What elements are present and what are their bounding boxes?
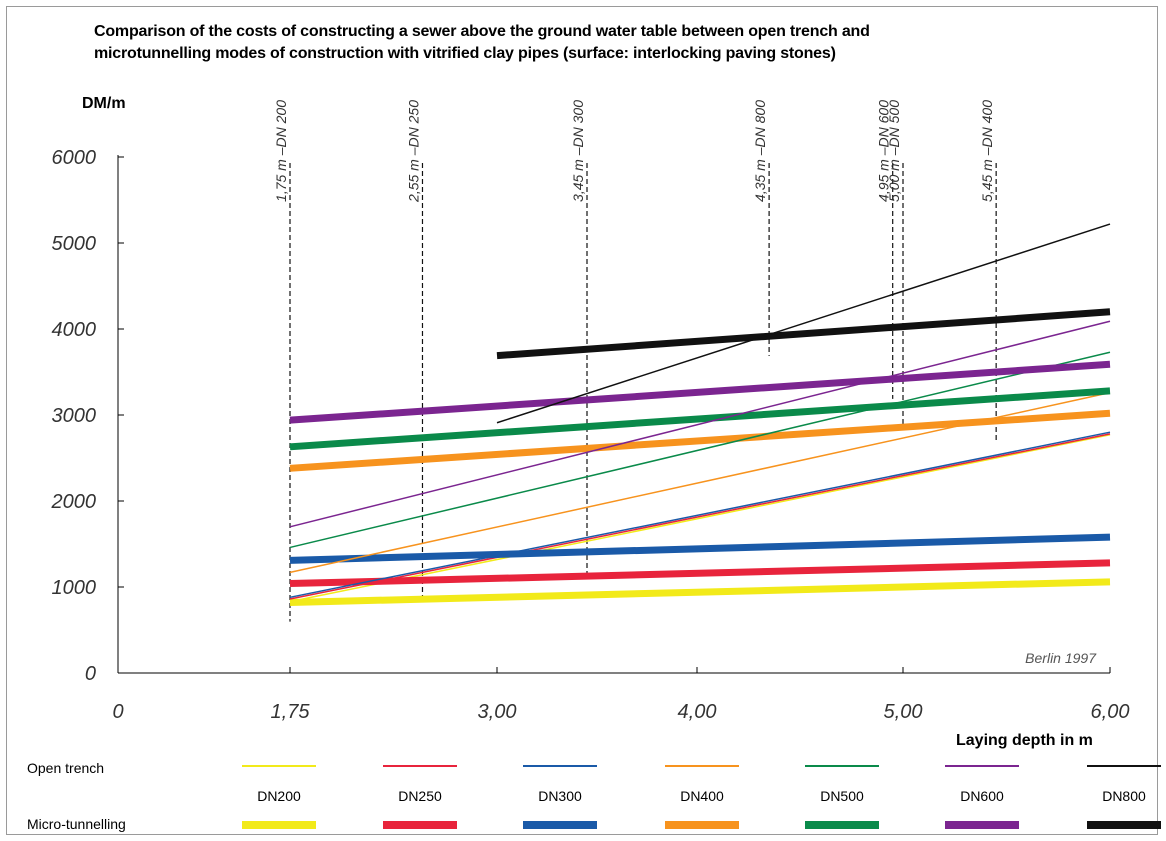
y-tick-label: 5000 [52,233,97,255]
series-layer [289,223,1111,606]
axes-layer: 0 1000 2000 3000 4000 5000 6000 0 1,75 3,00 4,00 5,… [51,147,1130,723]
annotation-berlin-1997: Berlin 1997 [1025,650,1097,666]
breakeven-marker-label: 3,45 m –DN 300 [570,100,586,202]
y-tick-label: 1000 [52,577,97,599]
series-line-open-trench-dn800 [496,223,1111,424]
chart-frame [6,6,1158,835]
breakeven-marker-label: 4,35 m –DN 800 [752,100,768,202]
series-line-micro-tunnelling-dn500 [289,387,1111,451]
series-line-micro-tunnelling-dn250 [289,559,1111,588]
series-line-micro-tunnelling-dn600 [289,360,1111,424]
x-tick-label: 5,00 [884,701,923,723]
series-line-open-trench-dn300 [289,431,1111,599]
legend-label-dn300: DN300 [538,788,582,804]
breakeven-marker-label: 5,45 m –DN 400 [979,100,995,202]
breakeven-marker-label: 4,95 m –DN 600 [876,100,892,202]
legend-label-dn800: DN800 [1102,788,1146,804]
chart-title: Comparison of the costs of constructing … [94,21,1094,65]
x-axis-label: Laying depth in m [956,732,1093,749]
breakeven-marker-label: 5,00 m –DN 500 [886,100,902,202]
legend-label-dn400: DN400 [680,788,724,804]
series-line-open-trench-dn600 [289,320,1111,528]
x-tick-label: 3,00 [478,701,517,723]
legend-label-dn500: DN500 [820,788,864,804]
y-tick-label: 4000 [52,319,97,341]
chart-title-line-1: Comparison of the costs of constructing … [94,23,870,40]
series-line-micro-tunnelling-dn200 [289,578,1111,606]
legend-layer: Open trench Micro-tunnelling DN200 DN250 DN3… [27,760,1161,832]
series-line-open-trench-dn250 [289,433,1111,600]
x-tick-label: 4,00 [678,701,717,723]
legend-open-trench-label: Open trench [27,760,104,776]
legend-label-dn600: DN600 [960,788,1004,804]
x-tick-label: 6,00 [1091,701,1130,723]
y-tick-label: 2000 [51,491,97,513]
x-tick-label: 0 [112,701,123,723]
y-tick-label: 6000 [52,147,97,169]
series-line-open-trench-dn200 [289,434,1111,603]
x-tick-label: 1,75 [271,701,311,723]
legend-label-dn250: DN250 [398,788,442,804]
legend-micro-tunnelling-label: Micro-tunnelling [27,816,126,832]
breakeven-marker-label: 1,75 m –DN 200 [273,100,289,202]
y-tick-label: 3000 [52,405,97,427]
series-line-open-trench-dn400 [289,391,1111,574]
series-line-micro-tunnelling-dn300 [289,533,1111,564]
y-tick-label: 0 [85,663,96,685]
y-axis-label: DM/m [82,95,126,112]
series-line-micro-tunnelling-dn800 [496,308,1111,360]
breakeven-marker-label: 2,55 m –DN 250 [405,100,421,203]
series-line-open-trench-dn500 [289,351,1111,549]
chart-title-line-2: microtunnelling modes of construction wi… [94,45,836,62]
legend-label-dn200: DN200 [257,788,301,804]
